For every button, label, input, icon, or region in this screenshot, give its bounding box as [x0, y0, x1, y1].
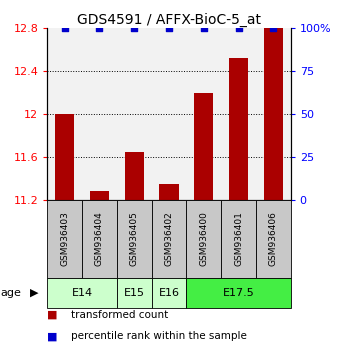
- Point: [166, 25, 172, 31]
- Text: E17.5: E17.5: [223, 288, 255, 298]
- Point: [62, 25, 67, 31]
- Text: transformed count: transformed count: [71, 310, 168, 320]
- Bar: [152, 200, 186, 278]
- Text: E14: E14: [72, 288, 93, 298]
- Text: GSM936401: GSM936401: [234, 211, 243, 267]
- Bar: [186, 278, 291, 308]
- Text: percentile rank within the sample: percentile rank within the sample: [71, 331, 247, 341]
- Bar: [221, 200, 256, 278]
- Bar: [186, 200, 221, 278]
- Point: [131, 25, 137, 31]
- Text: ▶: ▶: [29, 288, 38, 298]
- Bar: [55, 114, 74, 200]
- Text: GSM936400: GSM936400: [199, 211, 208, 267]
- Point: [236, 25, 241, 31]
- Text: ■: ■: [47, 331, 58, 341]
- Bar: [125, 152, 144, 200]
- Text: GSM936403: GSM936403: [60, 211, 69, 267]
- Text: GSM936406: GSM936406: [269, 211, 278, 267]
- Text: E16: E16: [159, 288, 179, 298]
- Bar: [47, 278, 117, 308]
- Bar: [90, 192, 109, 200]
- Bar: [47, 200, 82, 278]
- Bar: [194, 93, 213, 200]
- Title: GDS4591 / AFFX-BioC-5_at: GDS4591 / AFFX-BioC-5_at: [77, 13, 261, 27]
- Bar: [152, 278, 186, 308]
- Text: GSM936405: GSM936405: [130, 211, 139, 267]
- Bar: [256, 200, 291, 278]
- Text: GSM936402: GSM936402: [165, 212, 173, 266]
- Text: age: age: [0, 288, 21, 298]
- Bar: [264, 28, 283, 200]
- Text: GSM936404: GSM936404: [95, 212, 104, 266]
- Bar: [117, 278, 152, 308]
- Text: E15: E15: [124, 288, 145, 298]
- Bar: [82, 200, 117, 278]
- Text: ■: ■: [47, 310, 58, 320]
- Bar: [229, 58, 248, 200]
- Point: [201, 25, 207, 31]
- Bar: [160, 184, 178, 200]
- Bar: [117, 200, 152, 278]
- Point: [97, 25, 102, 31]
- Point: [271, 25, 276, 31]
